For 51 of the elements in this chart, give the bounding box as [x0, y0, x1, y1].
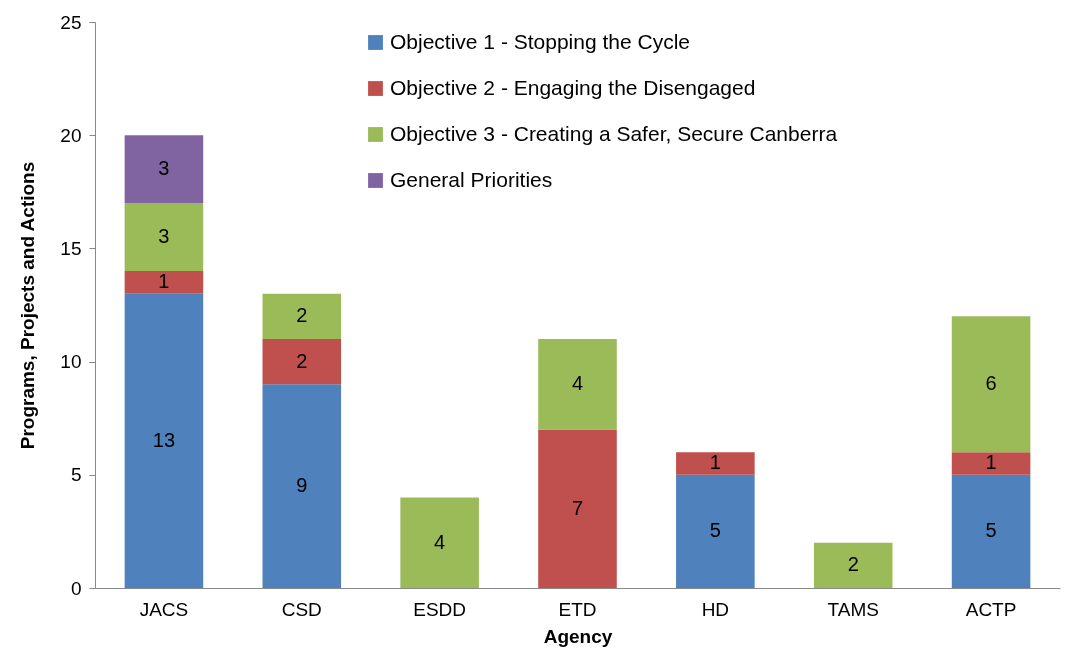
y-tick-label: 10 [60, 351, 82, 373]
x-tick-label: ACTP [965, 598, 1017, 620]
bar [538, 338, 617, 430]
data-label: 1 [158, 270, 170, 293]
x-tick-label: ESDD [413, 598, 467, 620]
bar [124, 293, 204, 588]
data-label: 9 [296, 474, 308, 497]
data-label: 5 [985, 519, 997, 542]
data-label: 2 [296, 349, 308, 372]
bar [262, 338, 342, 385]
data-label: 13 [152, 428, 176, 451]
data-label: 2 [296, 304, 308, 327]
bar [951, 452, 1031, 475]
y-tick-label: 0 [70, 577, 82, 599]
bar [262, 384, 342, 588]
bar [124, 271, 204, 294]
legend-label: Objective 2 - Engaging the Disengaged [390, 75, 756, 99]
bar [262, 293, 342, 339]
data-label: 7 [571, 496, 584, 519]
x-tick-label: JACS [139, 598, 189, 620]
y-tick-label: 20 [60, 124, 82, 146]
y-tick-label: 15 [60, 237, 82, 259]
data-label: 4 [434, 530, 446, 553]
bar [676, 452, 755, 475]
x-axis-title: Agency [543, 625, 613, 647]
data-label: 3 [158, 157, 170, 180]
data-label: 4 [571, 372, 584, 395]
bar [951, 316, 1031, 453]
y-tick-label: 25 [60, 11, 82, 33]
bar [538, 429, 617, 588]
bar [676, 474, 755, 588]
data-label: 5 [709, 519, 721, 542]
legend-label: Objective 1 - Stopping the Cycle [390, 29, 690, 53]
x-tick-label: TAMS [827, 598, 879, 620]
y-tick-label: 5 [70, 464, 82, 486]
data-label: 1 [985, 451, 997, 474]
x-tick-label: CSD [281, 598, 322, 620]
bar [124, 135, 204, 204]
legend-label: General Priorities [390, 167, 553, 191]
data-label: 6 [985, 372, 997, 395]
data-label: 3 [158, 225, 170, 248]
bar [951, 474, 1031, 588]
x-tick-label: HD [701, 598, 730, 620]
data-label: 1 [709, 451, 721, 474]
bar [124, 203, 204, 272]
y-axis-title: Programs, Projects and Actions [17, 161, 39, 450]
data-label: 2 [847, 553, 859, 576]
legend-label: Objective 3 - Creating a Safer, Secure Canberra [390, 121, 838, 145]
bar [813, 542, 893, 588]
x-tick-label: ETD [558, 598, 597, 620]
bar [400, 497, 479, 588]
